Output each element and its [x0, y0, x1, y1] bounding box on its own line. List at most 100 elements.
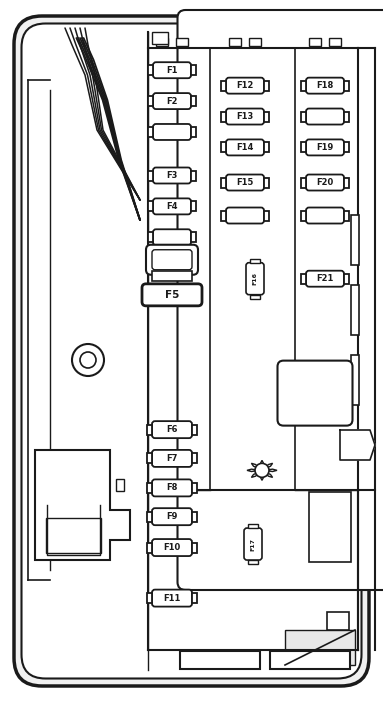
- Text: F11: F11: [163, 594, 181, 602]
- Text: F18: F18: [316, 81, 334, 90]
- Bar: [301, 143, 306, 152]
- Bar: [191, 65, 196, 75]
- Bar: [301, 112, 306, 121]
- Bar: [270, 651, 350, 669]
- FancyBboxPatch shape: [278, 361, 352, 425]
- Bar: [221, 81, 226, 91]
- Bar: [147, 543, 152, 552]
- Circle shape: [255, 463, 269, 477]
- Bar: [147, 425, 152, 435]
- Text: F13: F13: [236, 112, 254, 121]
- Polygon shape: [264, 463, 273, 469]
- Bar: [351, 215, 359, 265]
- FancyBboxPatch shape: [146, 245, 198, 274]
- Bar: [344, 112, 349, 121]
- Bar: [344, 143, 349, 152]
- Text: F21: F21: [316, 274, 334, 283]
- FancyBboxPatch shape: [306, 271, 344, 286]
- Bar: [248, 560, 258, 564]
- Bar: [147, 453, 152, 463]
- Circle shape: [72, 344, 104, 376]
- Bar: [344, 274, 349, 284]
- Bar: [327, 612, 349, 630]
- Text: F4: F4: [166, 202, 178, 211]
- Polygon shape: [265, 469, 277, 472]
- Polygon shape: [247, 469, 259, 472]
- Bar: [309, 491, 351, 562]
- Bar: [264, 81, 269, 91]
- Circle shape: [80, 352, 96, 368]
- FancyBboxPatch shape: [226, 78, 264, 93]
- Bar: [147, 593, 152, 603]
- Bar: [180, 651, 260, 669]
- Polygon shape: [340, 430, 375, 460]
- Bar: [152, 32, 168, 44]
- Text: F10: F10: [164, 543, 181, 552]
- Bar: [191, 232, 196, 242]
- FancyBboxPatch shape: [226, 140, 264, 155]
- Bar: [191, 171, 196, 180]
- FancyBboxPatch shape: [153, 93, 191, 109]
- FancyBboxPatch shape: [306, 175, 344, 190]
- FancyBboxPatch shape: [14, 16, 369, 686]
- Bar: [176, 38, 188, 46]
- FancyBboxPatch shape: [153, 62, 191, 78]
- Text: F16: F16: [252, 272, 257, 285]
- FancyBboxPatch shape: [306, 208, 344, 223]
- Bar: [301, 178, 306, 187]
- Bar: [248, 524, 258, 528]
- Bar: [147, 512, 152, 522]
- Bar: [221, 112, 226, 121]
- Bar: [301, 81, 306, 91]
- Polygon shape: [251, 472, 260, 477]
- FancyBboxPatch shape: [152, 250, 192, 270]
- Bar: [301, 274, 306, 284]
- Bar: [156, 38, 168, 46]
- Bar: [344, 211, 349, 220]
- FancyBboxPatch shape: [152, 479, 192, 496]
- Polygon shape: [260, 461, 264, 468]
- FancyBboxPatch shape: [153, 168, 191, 183]
- Text: F9: F9: [166, 512, 178, 521]
- Bar: [116, 479, 124, 491]
- FancyBboxPatch shape: [177, 10, 383, 590]
- FancyBboxPatch shape: [306, 140, 344, 155]
- Bar: [264, 112, 269, 121]
- Text: F17: F17: [250, 538, 255, 550]
- Polygon shape: [35, 450, 130, 560]
- Bar: [192, 425, 197, 435]
- FancyBboxPatch shape: [152, 450, 192, 467]
- FancyBboxPatch shape: [226, 109, 264, 124]
- Text: F14: F14: [236, 143, 254, 152]
- Bar: [229, 38, 241, 46]
- Bar: [264, 211, 269, 220]
- Text: F2: F2: [166, 97, 178, 105]
- Text: F19: F19: [316, 143, 334, 152]
- FancyBboxPatch shape: [246, 263, 264, 295]
- Polygon shape: [260, 472, 264, 480]
- Bar: [191, 96, 196, 106]
- Bar: [192, 483, 197, 493]
- Bar: [152, 271, 192, 281]
- FancyBboxPatch shape: [153, 199, 191, 214]
- Bar: [148, 96, 153, 106]
- Text: F15: F15: [236, 178, 254, 187]
- Bar: [46, 517, 100, 552]
- FancyBboxPatch shape: [153, 124, 191, 140]
- FancyBboxPatch shape: [153, 230, 191, 245]
- Bar: [191, 127, 196, 137]
- Polygon shape: [264, 472, 273, 477]
- FancyBboxPatch shape: [21, 23, 362, 679]
- Text: F6: F6: [166, 425, 178, 434]
- Bar: [148, 65, 153, 75]
- Bar: [148, 201, 153, 211]
- Bar: [309, 38, 321, 46]
- Bar: [221, 211, 226, 220]
- Bar: [351, 355, 359, 405]
- Bar: [191, 201, 196, 211]
- Text: F20: F20: [316, 178, 334, 187]
- FancyBboxPatch shape: [152, 508, 192, 525]
- Bar: [147, 483, 152, 493]
- FancyBboxPatch shape: [306, 78, 344, 93]
- FancyBboxPatch shape: [226, 175, 264, 190]
